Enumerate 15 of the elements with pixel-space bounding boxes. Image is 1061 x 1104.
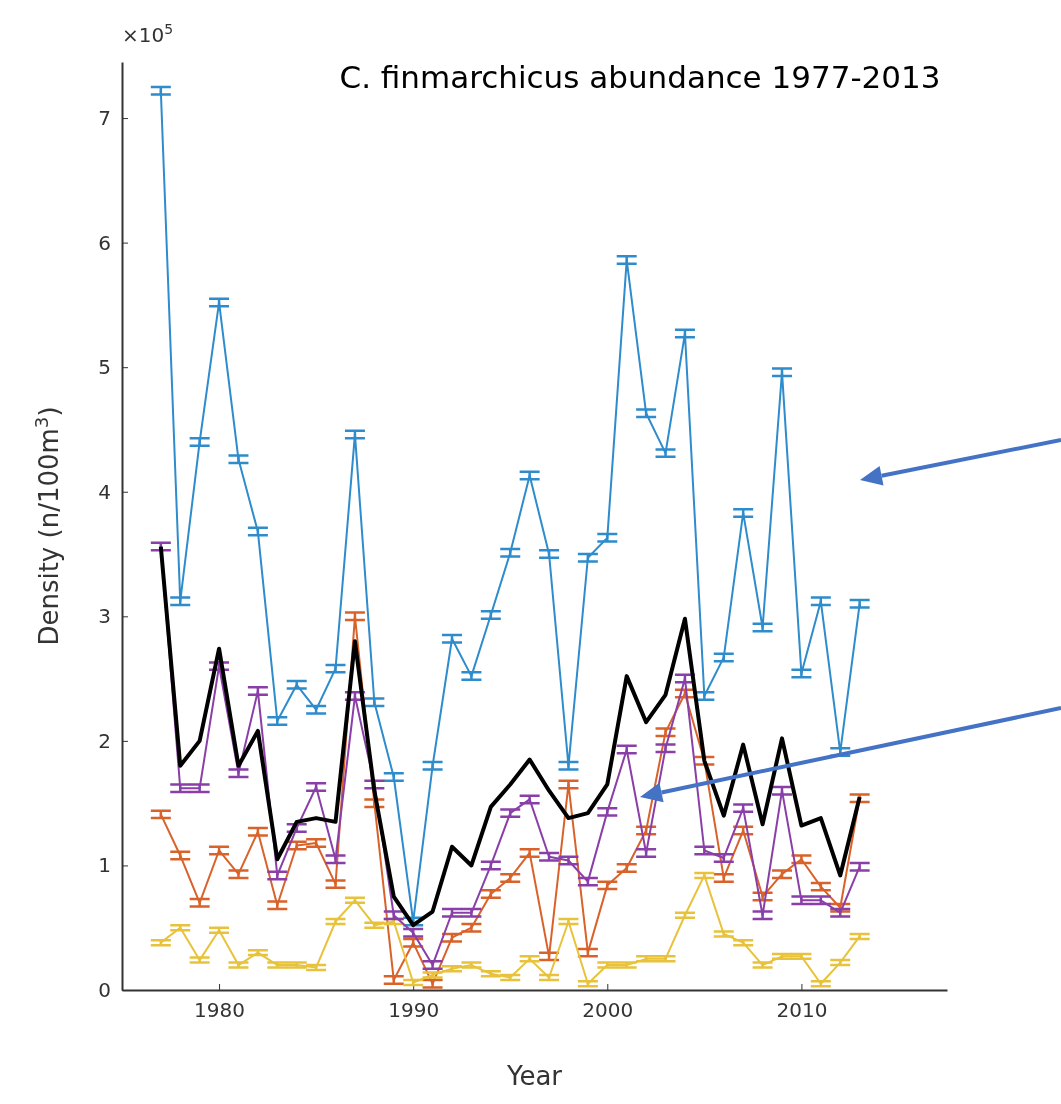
- y-tick-label: 7: [98, 105, 111, 130]
- y-tick-label: 1: [98, 853, 111, 878]
- y-tick-label: 2: [98, 728, 111, 753]
- y-tick-label: 6: [98, 230, 111, 255]
- x-tick-label: 1990: [388, 998, 440, 1022]
- y-tick-label: 0: [98, 977, 111, 1002]
- y-tick-label: 4: [98, 479, 111, 504]
- x-tick-label: 2000: [582, 998, 634, 1022]
- y-tick-label: 5: [98, 355, 111, 380]
- y-tick-label: 3: [98, 604, 111, 629]
- x-axis-title: Year: [505, 1061, 563, 1091]
- x-tick-label: 2010: [776, 998, 828, 1022]
- chart-title: C. finmarchicus abundance 1977-2013: [339, 59, 941, 95]
- text: ×10$^{5}$: [122, 21, 174, 47]
- x-tick-label: 1980: [194, 998, 246, 1022]
